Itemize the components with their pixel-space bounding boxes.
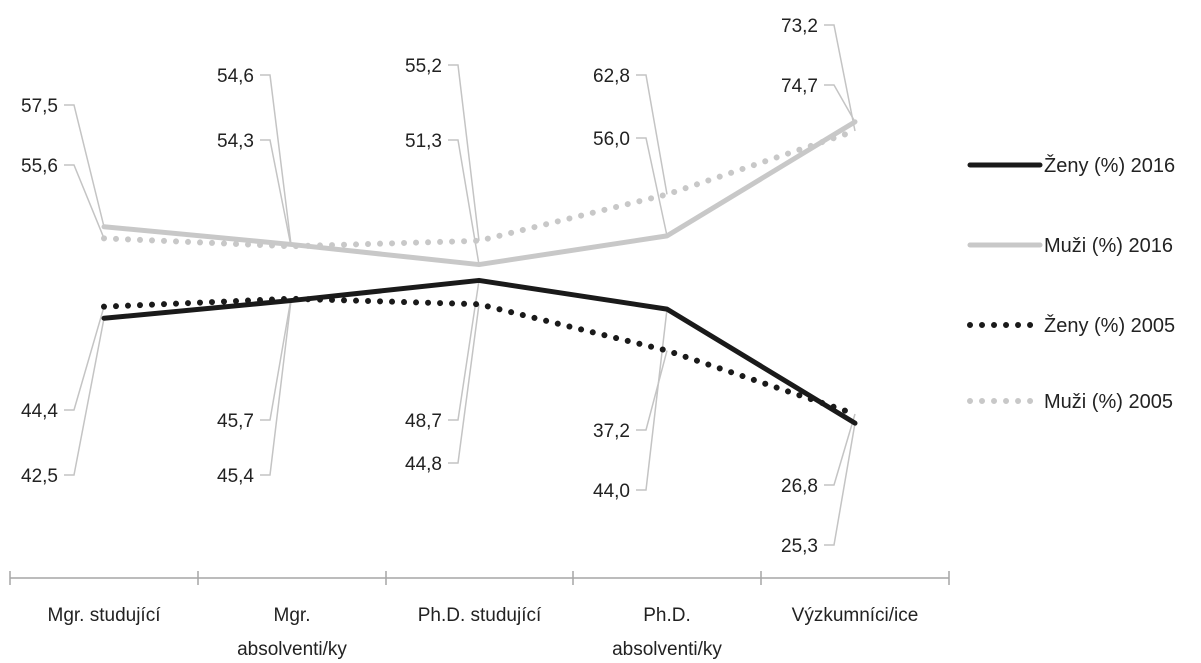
data-label-zeny-2005-2: 44,8 bbox=[405, 454, 442, 475]
callout-leader-muzi-2016-1 bbox=[260, 74, 292, 245]
data-label-muzi-2005-0: 55,6 bbox=[21, 156, 58, 177]
data-label-zeny-2005-3: 37,2 bbox=[593, 421, 630, 442]
data-label-muzi-2016-1: 54,6 bbox=[217, 66, 254, 87]
data-label-muzi-2005-3: 62,8 bbox=[593, 66, 630, 87]
callout-leader-muzi-2005-3 bbox=[636, 74, 668, 195]
data-label-zeny-2005-1: 45,7 bbox=[217, 411, 254, 432]
callout-leader-zeny-2016-1 bbox=[260, 300, 292, 476]
x-tick-label-4-0: Výzkumníci/ice bbox=[792, 605, 919, 626]
legend-label-muzi-2016: Muži (%) 2016 bbox=[1044, 235, 1173, 257]
data-label-callouts: 42,5 45,4 48,7 44,0 25,3 57,5 54,6 51,3 56,0 74,7… bbox=[21, 16, 856, 557]
data-label-muzi-2005-4: 73,2 bbox=[781, 16, 818, 37]
x-axis: Mgr. studující Mgr. absolventi/ky Ph.D. stu… bbox=[9, 571, 950, 660]
data-label-zeny-2005-0: 44,4 bbox=[21, 401, 58, 422]
x-tick-label-1-0: Mgr. bbox=[274, 605, 311, 626]
callout-leader-zeny-2005-0 bbox=[64, 306, 105, 411]
callout-leader-muzi-2005-1 bbox=[260, 139, 292, 247]
series-line-muzi-2005 bbox=[101, 127, 858, 250]
legend-label-zeny-2005: Ženy (%) 2005 bbox=[1044, 314, 1175, 337]
x-tick-label-0-0: Mgr. studující bbox=[48, 605, 162, 626]
legend-label-zeny-2016: Ženy (%) 2016 bbox=[1044, 154, 1175, 177]
data-label-muzi-2005-1: 54,3 bbox=[217, 131, 254, 152]
data-label-zeny-2016-0: 42,5 bbox=[21, 466, 58, 487]
legend-label-muzi-2005: Muži (%) 2005 bbox=[1044, 391, 1173, 413]
data-label-zeny-2016-3: 44,0 bbox=[593, 481, 630, 502]
callout-leader-muzi-2016-3 bbox=[636, 137, 668, 237]
legend: Ženy (%) 2016 Muži (%) 2016 Ženy (%) 2005 M… bbox=[967, 154, 1175, 413]
series-line-zeny-2005 bbox=[101, 295, 858, 418]
callout-leader-zeny-2016-2 bbox=[448, 280, 480, 421]
data-label-muzi-2016-2: 51,3 bbox=[405, 131, 442, 152]
data-label-zeny-2016-1: 45,4 bbox=[217, 466, 254, 487]
callout-leader-muzi-2005-4 bbox=[824, 24, 856, 132]
callout-leader-muzi-2005-0 bbox=[64, 164, 105, 239]
x-tick-label-2-0: Ph.D. studující bbox=[418, 605, 542, 626]
series-line-muzi-2016 bbox=[101, 119, 858, 268]
callout-leader-zeny-2005-2 bbox=[448, 304, 480, 464]
data-label-zeny-2016-4: 25,3 bbox=[781, 536, 818, 557]
callout-leader-muzi-2016-2 bbox=[448, 139, 480, 265]
callout-leader-zeny-2016-0 bbox=[64, 318, 105, 476]
data-label-muzi-2016-4: 74,7 bbox=[781, 76, 818, 97]
series-lines bbox=[101, 119, 858, 426]
x-tick-label-3-0: Ph.D. bbox=[643, 605, 691, 626]
callout-leader-zeny-2016-4 bbox=[824, 423, 856, 546]
callout-leader-zeny-2005-1 bbox=[260, 298, 292, 421]
data-label-zeny-2005-4: 26,8 bbox=[781, 476, 818, 497]
data-label-zeny-2016-2: 48,7 bbox=[405, 411, 442, 432]
x-tick-label-3-1: absolventi/ky bbox=[612, 639, 722, 660]
data-label-muzi-2016-0: 57,5 bbox=[21, 96, 58, 117]
callout-leader-zeny-2016-3 bbox=[636, 309, 668, 491]
callout-leader-muzi-2016-0 bbox=[64, 104, 105, 227]
callout-leader-zeny-2005-3 bbox=[636, 350, 668, 431]
data-label-muzi-2005-2: 55,2 bbox=[405, 56, 442, 77]
callout-leader-muzi-2005-2 bbox=[448, 64, 480, 241]
data-label-muzi-2016-3: 56,0 bbox=[593, 129, 630, 150]
x-tick-label-1-1: absolventi/ky bbox=[237, 639, 347, 660]
callout-leader-muzi-2016-4 bbox=[824, 84, 856, 123]
callout-leader-zeny-2005-4 bbox=[824, 413, 856, 486]
series-line-zeny-2016 bbox=[101, 277, 858, 426]
